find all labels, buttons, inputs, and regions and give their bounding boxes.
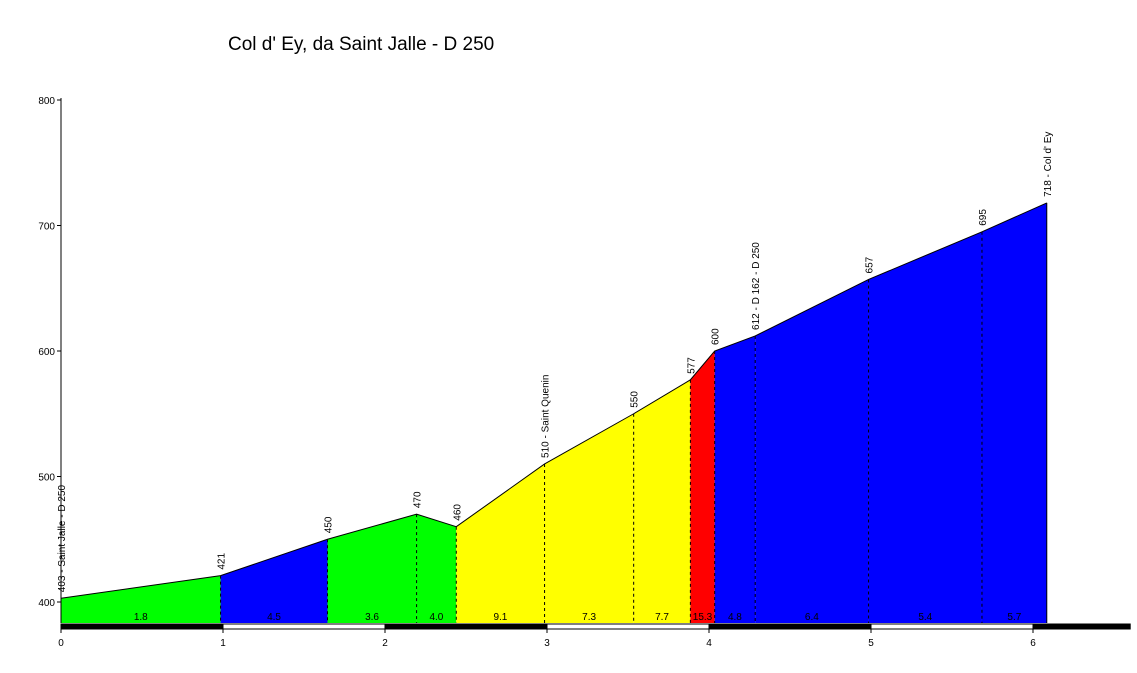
elevation-label-2: 450 (323, 516, 334, 533)
x-tick-label-1: 1 (220, 638, 226, 649)
segment-fill-3 (416, 514, 457, 623)
profile-line (60, 202, 1047, 599)
km-bar-4 (708, 623, 872, 630)
y-tick-label-400: 400 (38, 598, 55, 609)
x-tick-label-3: 3 (544, 638, 550, 649)
elevation-label-3: 470 (413, 491, 424, 508)
elevation-label-8: 600 (711, 328, 722, 345)
gradient-label-10: 5.4 (918, 612, 932, 623)
kilometer-bar: 0 1 2 3 4 5 6 (58, 623, 1131, 649)
gradient-label-4: 9.1 (493, 612, 507, 623)
elevation-label-10: 657 (865, 256, 876, 273)
profile-outline (60, 202, 1047, 599)
gradient-label-7: 15.3 (693, 612, 713, 623)
chart-title: Col d' Ey, da Saint Jalle - D 250 (228, 34, 495, 55)
segment-fill-6 (633, 379, 691, 623)
gradient-label-11: 5.7 (1007, 612, 1021, 623)
labels: 1.8 4.5 3.6 4.0 9.1 7.3 7.7 15.3 4.8 6.4 5.4 5.7 403… (57, 132, 1054, 623)
profile-segments (61, 202, 1047, 623)
elevation-label-6: 550 (630, 391, 641, 408)
segment-fill-5 (544, 413, 634, 623)
segment-fill-10 (868, 231, 982, 623)
gradient-label-1: 4.5 (267, 612, 281, 623)
gradient-label-3: 4.0 (429, 612, 443, 623)
y-tick-label-600: 600 (38, 347, 55, 358)
x-tick-label-5: 5 (868, 638, 874, 649)
segment-dividers (220, 202, 1048, 623)
segment-fill-0 (61, 575, 221, 623)
gradient-label-5: 7.3 (582, 612, 596, 623)
segment-fill-11 (981, 202, 1047, 623)
elevation-label-9: 612 - D 162 - D 250 (751, 242, 762, 330)
km-bar-0 (60, 623, 224, 630)
segment-fill-9 (755, 279, 869, 623)
segment-fill-2 (327, 514, 417, 623)
x-tick-label-4: 4 (706, 638, 712, 649)
segment-fill-1 (220, 539, 328, 623)
km-bar-6 (1032, 623, 1131, 630)
km-bar-1 (222, 623, 386, 630)
elevation-label-0: 403 - Saint Jalle - D 250 (57, 485, 68, 593)
segment-fill-4 (456, 463, 545, 623)
elevation-label-7: 577 (686, 357, 697, 374)
y-tick-label-500: 500 (38, 473, 55, 484)
gradient-label-2: 3.6 (365, 612, 379, 623)
axes: 400 500 600 700 800 (38, 96, 62, 623)
y-tick-label-700: 700 (38, 222, 55, 233)
gradient-label-9: 6.4 (805, 612, 819, 623)
segment-fill-8 (714, 335, 756, 623)
segment-fill-7 (690, 351, 715, 623)
km-bar-2 (384, 623, 548, 630)
elevation-label-12: 718 - Col d' Ey (1043, 132, 1054, 197)
x-tick-label-6: 6 (1030, 638, 1036, 649)
gradient-label-0: 1.8 (134, 612, 148, 623)
x-tick-label-2: 2 (382, 638, 388, 649)
gradient-label-8: 4.8 (728, 612, 742, 623)
km-bar-5 (870, 623, 1034, 630)
elevation-label-1: 421 (217, 553, 228, 570)
elevation-label-5: 510 - Saint Quenin (541, 375, 552, 458)
km-bar-3 (546, 623, 710, 630)
x-tick-label-0: 0 (58, 638, 64, 649)
elevation-label-11: 695 (978, 209, 989, 226)
y-tick-label-800: 800 (38, 96, 55, 107)
elevation-label-4: 460 (452, 504, 463, 521)
gradient-label-6: 7.7 (655, 612, 669, 623)
